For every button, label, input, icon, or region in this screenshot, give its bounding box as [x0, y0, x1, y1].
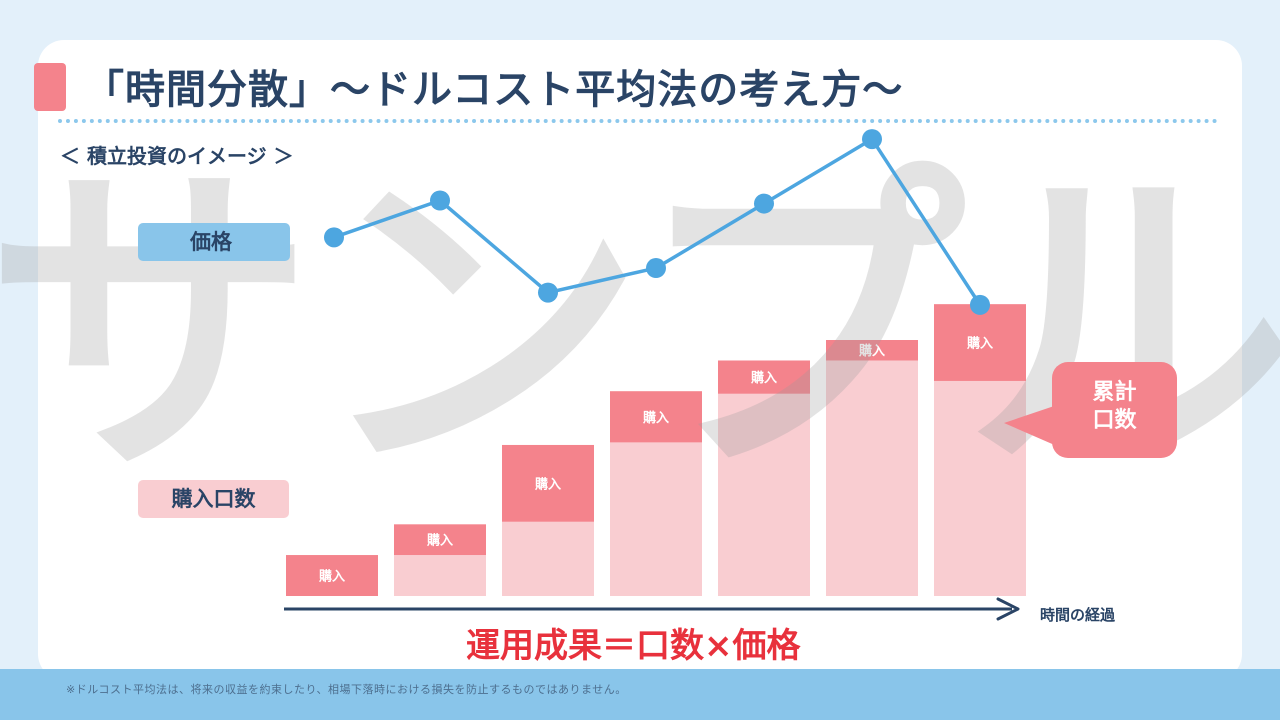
page-title: 「時間分散」〜ドルコスト平均法の考え方〜: [84, 67, 904, 113]
prior-units-bar: [934, 380, 1026, 596]
prior-units-bar: [502, 521, 594, 596]
purchase-bar: [394, 524, 486, 556]
price-point: [646, 258, 666, 279]
purchase-label: 購入: [858, 343, 885, 359]
price-point: [970, 294, 990, 315]
title-accent-bar: [34, 63, 66, 111]
sample-watermark: サンプル: [0, 134, 1280, 518]
time-axis-label: 時間の経過: [1040, 606, 1116, 624]
purchase-bar: [286, 555, 378, 596]
purchase-bar: [502, 444, 594, 522]
price-line: [324, 129, 990, 315]
purchase-label: 購入: [642, 410, 669, 426]
legend-units: 購入口数: [138, 480, 289, 518]
callout-pointer: [1004, 402, 1066, 450]
purchase-label: 購入: [750, 370, 777, 386]
purchase-label: 購入: [426, 533, 453, 549]
callout-line-1: 累計: [1092, 380, 1137, 405]
purchase-label: 購入: [534, 476, 561, 492]
purchase-label: 購入: [966, 336, 993, 352]
price-point: [862, 129, 882, 150]
cumulative-units-callout: 累計 口数: [1052, 362, 1177, 458]
disclaimer-footnote: ※ドルコスト平均法は、将来の収益を約束したり、相場下落時における損失を防止するも…: [66, 683, 627, 696]
legend-price: 価格: [138, 223, 290, 261]
price-point: [430, 190, 450, 211]
price-point: [324, 227, 344, 248]
purchase-bar: [934, 304, 1026, 381]
purchase-bar: [826, 340, 918, 361]
prior-units-bar: [826, 360, 918, 596]
title-divider: [58, 119, 1218, 123]
prior-units-bar: [610, 442, 702, 596]
purchase-bar: [718, 360, 810, 394]
price-point: [538, 282, 558, 303]
prior-units-bar: [394, 555, 486, 596]
callout-line-2: 口数: [1092, 408, 1137, 433]
footer-band: [0, 669, 1280, 720]
result-formula: 運用成果＝口数×価格: [466, 626, 801, 666]
subtitle: ＜ 積立投資のイメージ ＞: [60, 144, 294, 168]
price-point: [754, 193, 774, 214]
prior-units-bar: [718, 393, 810, 596]
purchase-bar: [610, 391, 702, 443]
time-arrow: [284, 597, 1020, 621]
purchase-label: 購入: [318, 569, 345, 585]
